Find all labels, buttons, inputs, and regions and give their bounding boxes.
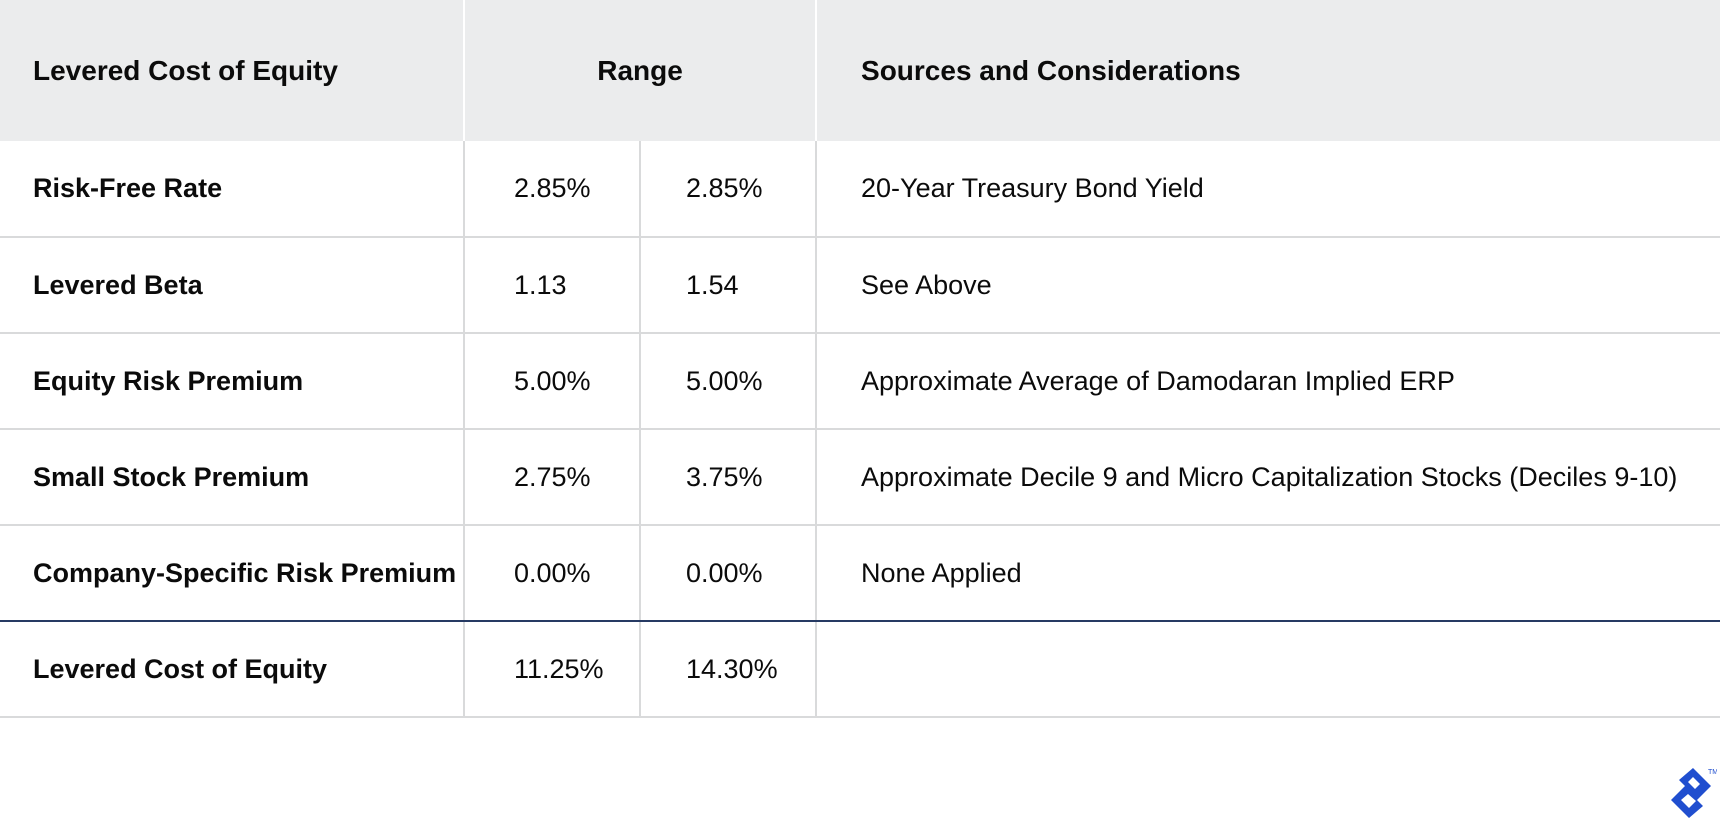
range-high-value: 0.00% — [640, 525, 818, 622]
toptal-logo-icon: TM — [1671, 768, 1717, 818]
total-source-note — [816, 621, 1720, 718]
header-range: Range — [464, 0, 818, 141]
range-high-value: 5.00% — [640, 333, 818, 430]
range-low-value: 2.85% — [464, 141, 641, 238]
total-high-value: 14.30% — [640, 621, 818, 718]
table-row: Equity Risk Premium 5.00% 5.00% Approxim… — [0, 333, 1720, 430]
total-label: Levered Cost of Equity — [0, 621, 465, 718]
levered-cost-of-equity-table: Levered Cost of Equity Range Sources and… — [0, 0, 1720, 718]
trademark-mark: TM — [1708, 769, 1717, 776]
range-low-value: 5.00% — [464, 333, 641, 430]
range-high-value: 2.85% — [640, 141, 818, 238]
range-high-value: 3.75% — [640, 429, 818, 526]
cost-of-equity-table-container: Levered Cost of Equity Range Sources and… — [0, 0, 1720, 718]
table-row: Risk-Free Rate 2.85% 2.85% 20-Year Treas… — [0, 141, 1720, 238]
table-row: Levered Beta 1.13 1.54 See Above — [0, 237, 1720, 334]
source-note: 20-Year Treasury Bond Yield — [816, 141, 1720, 238]
table-row: Small Stock Premium 2.75% 3.75% Approxim… — [0, 429, 1720, 526]
header-label: Levered Cost of Equity — [0, 0, 465, 141]
range-low-value: 0.00% — [464, 525, 641, 622]
source-note: Approximate Average of Damodaran Implied… — [816, 333, 1720, 430]
row-label: Small Stock Premium — [0, 429, 465, 526]
row-label: Levered Beta — [0, 237, 465, 334]
total-low-value: 11.25% — [464, 621, 641, 718]
source-note: None Applied — [816, 525, 1720, 622]
row-label: Company-Specific Risk Premium — [0, 525, 465, 622]
row-label: Risk-Free Rate — [0, 141, 465, 238]
range-high-value: 1.54 — [640, 237, 818, 334]
range-low-value: 2.75% — [464, 429, 641, 526]
source-note: Approximate Decile 9 and Micro Capitaliz… — [816, 429, 1720, 526]
source-note: See Above — [816, 237, 1720, 334]
total-row: Levered Cost of Equity 11.25% 14.30% — [0, 621, 1720, 718]
table-row: Company-Specific Risk Premium 0.00% 0.00… — [0, 525, 1720, 622]
range-low-value: 1.13 — [464, 237, 641, 334]
row-label: Equity Risk Premium — [0, 333, 465, 430]
header-sources: Sources and Considerations — [861, 54, 1241, 86]
table-header-row: Levered Cost of Equity Range Sources and… — [0, 0, 1720, 141]
